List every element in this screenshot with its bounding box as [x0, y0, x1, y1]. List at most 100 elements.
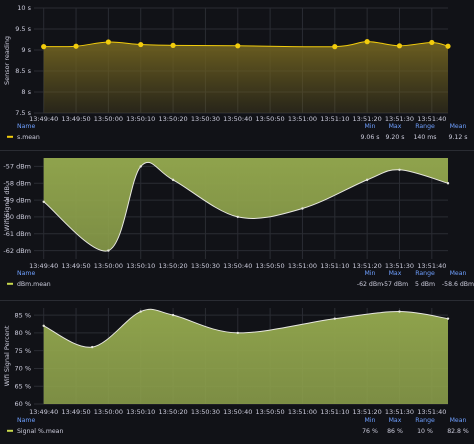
series-point	[429, 39, 435, 46]
x-tick-label: 13:50:00	[94, 262, 123, 270]
series-point	[139, 165, 142, 168]
x-tick-label: 13:50:50	[256, 115, 285, 123]
series-point	[396, 43, 403, 49]
legend-stat-value: -57 dBm	[382, 281, 408, 288]
x-tick-label: 13:50:50	[256, 262, 285, 270]
series-point	[398, 310, 401, 313]
series-point	[42, 200, 45, 203]
legend-stat-header: Min	[365, 270, 376, 277]
y-axis-label: Wifi Signal dB	[3, 186, 11, 231]
x-tick-label: 13:51:10	[320, 262, 349, 270]
legend-series-name: s.mean	[17, 134, 40, 141]
x-tick-label: 13:50:10	[126, 115, 155, 123]
x-tick-label: 13:50:20	[158, 262, 187, 270]
x-tick-label: 13:51:40	[417, 408, 446, 416]
series-point	[139, 310, 142, 313]
x-tick-label: 13:51:20	[353, 262, 382, 270]
legend-name-header: Name	[17, 417, 35, 424]
series-point	[91, 345, 94, 349]
series-point	[398, 168, 401, 171]
x-tick-label: 13:49:40	[29, 115, 58, 123]
legend-stat-value: 9.12 s	[449, 134, 468, 141]
x-tick-label: 13:51:30	[385, 262, 414, 270]
legend-stat-value: 76 %	[362, 428, 378, 435]
legend-stat-value: 82.8 %	[447, 428, 469, 435]
series-point	[333, 317, 336, 320]
x-tick-label: 13:51:20	[353, 408, 382, 416]
legend-stat-value: -62 dBm	[357, 281, 383, 288]
x-tick-label: 13:51:10	[320, 115, 349, 123]
legend-stat-value: 9.20 s	[386, 134, 405, 141]
x-tick-label: 13:50:20	[158, 408, 187, 416]
wifi-signal-percent-panel: 85 % 80 % 75 % 70 % 65 % 60 % 13:49:40 13:49:50…	[0, 302, 474, 444]
y-tick-label: 65 %	[14, 382, 31, 390]
legend-stat-value: 86 %	[387, 428, 403, 435]
series-point	[171, 178, 175, 182]
y-tick-label: -62 dBm	[3, 247, 31, 255]
x-tick-label: 13:49:50	[61, 262, 90, 270]
x-tick-label: 13:50:00	[94, 408, 123, 416]
series-point	[446, 317, 450, 320]
y-axis-label: Wifi Signal Percent	[3, 325, 11, 386]
series-point	[301, 207, 304, 210]
x-tick-label: 13:50:00	[94, 115, 123, 123]
x-tick-label: 13:50:40	[223, 262, 252, 270]
wifi-signal-db-chart: -57 dBm -58 dBm -59 dBm -60 dBm -61 dBm -62 d…	[3, 158, 474, 288]
y-tick-label: 7.5 s	[15, 109, 31, 117]
wifi-signal-db-panel: -57 dBm -58 dBm -59 dBm -60 dBm -61 dBm -62 d…	[0, 152, 474, 300]
sensor-reading-panel: 10 s 9.5 s 9 s 8.5 s 8 s 7.5 s 13:49:40 13:49:5…	[0, 0, 474, 148]
y-tick-label: 10 s	[17, 4, 31, 12]
legend-stat-value: 9.06 s	[361, 134, 380, 141]
legend-series-name: dBm.mean	[17, 281, 51, 288]
x-tick-label: 13:50:40	[223, 115, 252, 123]
y-tick-label: 80 %	[14, 329, 31, 337]
legend-stat-header: Max	[389, 123, 402, 130]
x-tick-label: 13:49:50	[61, 115, 90, 123]
y-tick-label: 9.5 s	[15, 25, 31, 33]
series-area	[43, 158, 448, 252]
series-point	[138, 41, 144, 48]
y-tick-label: -58 dBm	[3, 179, 31, 187]
series-point	[107, 249, 110, 252]
y-tick-label: -59 dBm	[3, 196, 31, 204]
x-tick-label: 13:50:30	[191, 408, 220, 416]
series-point	[105, 39, 111, 45]
panel-divider	[0, 300, 474, 301]
series-point	[42, 324, 45, 327]
legend-stat-header: Min	[365, 417, 376, 424]
series-point	[171, 313, 175, 317]
x-tick-label: 13:51:30	[385, 408, 414, 416]
legend-stat-header: Max	[389, 417, 402, 424]
series-point	[41, 44, 47, 50]
y-tick-label: 8 s	[21, 88, 31, 96]
legend-stat-header: Mean	[450, 270, 467, 277]
x-tick-label: 13:51:10	[320, 408, 349, 416]
legend-stat-header: Range	[415, 270, 435, 277]
x-tick-label: 13:50:10	[126, 408, 155, 416]
sensor-reading-chart: 10 s 9.5 s 9 s 8.5 s 8 s 7.5 s13:49:40 13:49:5…	[3, 4, 468, 141]
series-point	[365, 178, 369, 182]
x-tick-label: 13:51:20	[353, 115, 382, 123]
legend-name-header: Name	[17, 123, 35, 130]
x-tick-label: 13:50:10	[126, 262, 155, 270]
series-area	[43, 41, 448, 114]
legend-stat-header: Min	[365, 123, 376, 130]
y-tick-label: 60 %	[14, 400, 31, 408]
series-point	[236, 215, 239, 219]
y-tick-label: -57 dBm	[3, 163, 31, 171]
y-tick-label: 75 %	[14, 347, 31, 355]
legend-stat-value: -58.6 dBm	[442, 281, 474, 288]
x-tick-label: 13:51:00	[288, 408, 317, 416]
x-tick-label: 13:51:00	[288, 115, 317, 123]
series-area	[43, 309, 448, 404]
panel-divider	[0, 150, 474, 151]
x-tick-label: 13:51:40	[417, 262, 446, 270]
series-point	[235, 43, 241, 49]
x-tick-label: 13:49:40	[29, 262, 58, 270]
legend-stat-header: Range	[415, 417, 435, 424]
y-tick-label: 85 %	[14, 311, 31, 319]
series-line	[43, 308, 449, 348]
legend-stat-header: Max	[389, 270, 402, 277]
legend-series-name: Signal %.mean	[17, 428, 63, 435]
legend-stat-header: Range	[415, 123, 435, 130]
